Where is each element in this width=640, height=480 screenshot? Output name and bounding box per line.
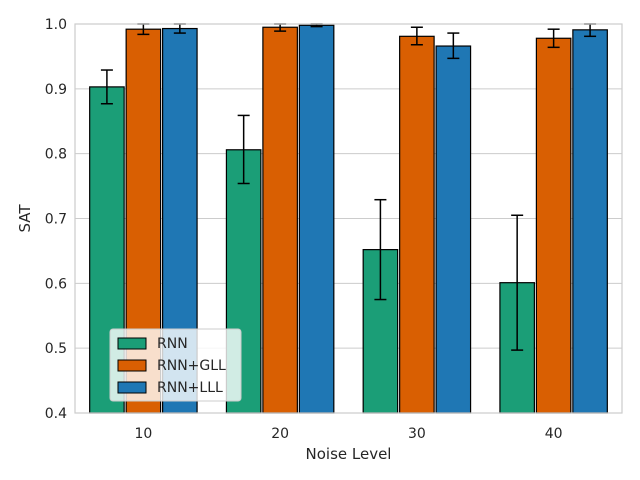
y-axis-ticks: 0.4 0.5 0.6 0.7 0.8 0.9 1.0	[45, 17, 67, 422]
error-bars	[100, 23, 597, 351]
y-tick-label: 0.6	[45, 276, 67, 292]
bar-rnn-lll-20	[298, 24, 335, 414]
x-axis-label: Noise Level	[306, 445, 392, 463]
bar-rnn-lll-30	[435, 45, 472, 414]
x-tick-label: 40	[545, 426, 563, 442]
y-tick-label: 0.7	[45, 212, 67, 228]
legend-swatch	[117, 381, 147, 394]
legend-label: RNN	[157, 336, 188, 352]
x-tick-label: 20	[271, 426, 289, 442]
legend: RNN RNN+GLL RNN+LLL	[109, 328, 242, 402]
plot-frame	[74, 23, 623, 414]
x-tick-label: 30	[408, 426, 426, 442]
bar-rnn-gll-20	[262, 26, 298, 414]
y-axis-label: SAT	[16, 204, 34, 233]
y-tick-label: 0.8	[45, 147, 67, 163]
bar-rnn-30	[362, 249, 399, 414]
legend-swatch	[117, 359, 147, 372]
y-tick-label: 1.0	[45, 17, 67, 33]
x-axis-ticks: 10 20 30 40	[134, 426, 562, 442]
x-tick-label: 10	[134, 426, 152, 442]
y-tick-label: 0.5	[45, 341, 67, 357]
bar-rnn-lll-40	[572, 29, 608, 414]
bar-rnn-gll-40	[535, 37, 572, 414]
bar-rnn-gll-30	[399, 35, 435, 414]
legend-label: RNN+LLL	[157, 380, 223, 396]
y-tick-label: 0.9	[45, 82, 67, 98]
legend-label: RNN+GLL	[157, 358, 226, 374]
legend-swatch	[117, 337, 147, 350]
y-tick-label: 0.4	[45, 406, 67, 422]
